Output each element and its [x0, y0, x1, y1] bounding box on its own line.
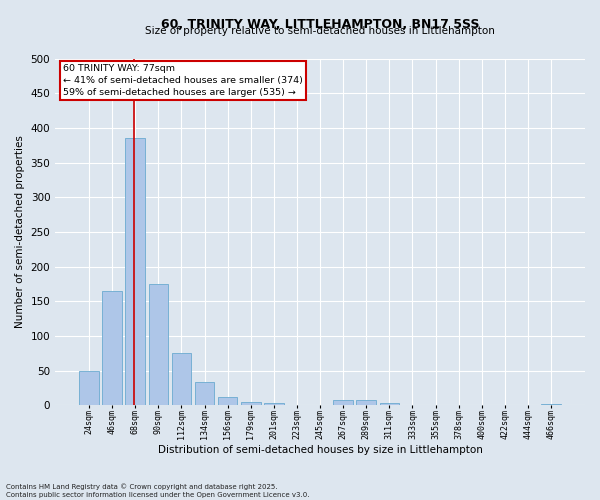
- Text: Contains HM Land Registry data © Crown copyright and database right 2025.
Contai: Contains HM Land Registry data © Crown c…: [6, 484, 310, 498]
- Bar: [172, 354, 191, 406]
- Bar: [334, 400, 353, 406]
- Bar: [264, 403, 284, 406]
- Bar: [79, 370, 99, 406]
- Text: 60, TRINITY WAY, LITTLEHAMPTON, BN17 5SS: 60, TRINITY WAY, LITTLEHAMPTON, BN17 5SS: [161, 18, 479, 31]
- Title: Size of property relative to semi-detached houses in Littlehampton: Size of property relative to semi-detach…: [145, 26, 495, 36]
- Bar: [195, 382, 214, 406]
- Bar: [380, 403, 399, 406]
- Bar: [149, 284, 168, 406]
- Bar: [541, 404, 561, 406]
- X-axis label: Distribution of semi-detached houses by size in Littlehampton: Distribution of semi-detached houses by …: [158, 445, 482, 455]
- Bar: [218, 397, 238, 406]
- Bar: [103, 291, 122, 406]
- Bar: [125, 138, 145, 406]
- Y-axis label: Number of semi-detached properties: Number of semi-detached properties: [15, 136, 25, 328]
- Text: 60 TRINITY WAY: 77sqm
← 41% of semi-detached houses are smaller (374)
59% of sem: 60 TRINITY WAY: 77sqm ← 41% of semi-deta…: [63, 64, 303, 96]
- Bar: [356, 400, 376, 406]
- Bar: [241, 402, 260, 406]
